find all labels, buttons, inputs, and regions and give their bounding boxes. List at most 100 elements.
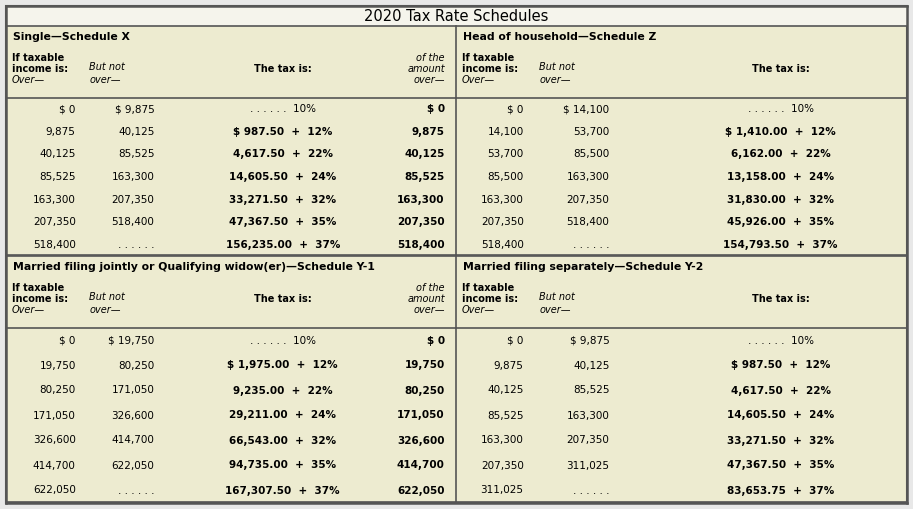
Text: 45,926.00  +  35%: 45,926.00 + 35%	[728, 217, 834, 227]
Text: of the: of the	[416, 53, 445, 63]
Text: over—: over—	[89, 75, 121, 85]
Text: 154,793.50  +  37%: 154,793.50 + 37%	[723, 240, 838, 250]
Text: 40,125: 40,125	[573, 360, 609, 371]
Text: Head of household—Schedule Z: Head of household—Schedule Z	[463, 32, 656, 42]
Text: . . . . . .: . . . . . .	[118, 486, 154, 495]
Text: 19,750: 19,750	[39, 360, 76, 371]
Text: 622,050: 622,050	[33, 486, 76, 495]
Text: 4,617.50  +  22%: 4,617.50 + 22%	[730, 385, 831, 395]
Text: 80,250: 80,250	[404, 385, 445, 395]
Text: amount: amount	[407, 64, 445, 74]
Text: If taxable: If taxable	[12, 283, 64, 293]
Text: $ 1,410.00  +  12%: $ 1,410.00 + 12%	[725, 127, 836, 137]
Text: income is:: income is:	[12, 294, 68, 304]
Text: 83,653.75  +  37%: 83,653.75 + 37%	[727, 486, 834, 495]
Text: over—: over—	[540, 75, 571, 85]
Text: 311,025: 311,025	[480, 486, 524, 495]
Text: 40,125: 40,125	[404, 150, 445, 159]
Text: 85,500: 85,500	[488, 172, 524, 182]
Text: 94,735.00  +  35%: 94,735.00 + 35%	[229, 461, 336, 470]
Text: But not: But not	[540, 292, 575, 302]
Text: 163,300: 163,300	[566, 172, 609, 182]
Text: But not: But not	[89, 292, 125, 302]
Text: 518,400: 518,400	[481, 240, 524, 250]
Text: Over—: Over—	[462, 75, 495, 85]
Text: If taxable: If taxable	[462, 283, 514, 293]
Text: Married filing jointly or Qualifying widow(er)—Schedule Y-1: Married filing jointly or Qualifying wid…	[13, 262, 375, 272]
Text: over—: over—	[414, 305, 445, 315]
Text: income is:: income is:	[462, 64, 518, 74]
Text: 326,600: 326,600	[397, 436, 445, 445]
Text: The tax is:: The tax is:	[254, 64, 311, 74]
Text: The tax is:: The tax is:	[751, 294, 810, 304]
Text: over—: over—	[89, 305, 121, 315]
Text: 80,250: 80,250	[39, 385, 76, 395]
Text: . . . . . .: . . . . . .	[572, 240, 609, 250]
Text: . . . . . .  10%: . . . . . . 10%	[250, 104, 316, 115]
Text: $ 1,975.00  +  12%: $ 1,975.00 + 12%	[227, 360, 338, 371]
Text: 171,050: 171,050	[111, 385, 154, 395]
Text: 53,700: 53,700	[573, 127, 609, 137]
Text: 326,600: 326,600	[111, 410, 154, 420]
Text: 19,750: 19,750	[404, 360, 445, 371]
Text: 518,400: 518,400	[566, 217, 609, 227]
Text: 622,050: 622,050	[111, 461, 154, 470]
Text: 66,543.00  +  32%: 66,543.00 + 32%	[229, 436, 336, 445]
Text: 14,605.50  +  24%: 14,605.50 + 24%	[229, 172, 336, 182]
Text: 171,050: 171,050	[397, 410, 445, 420]
Text: 518,400: 518,400	[397, 240, 445, 250]
Text: 85,525: 85,525	[404, 172, 445, 182]
Text: 33,271.50  +  32%: 33,271.50 + 32%	[229, 194, 336, 205]
Text: 518,400: 518,400	[111, 217, 154, 227]
Text: 31,830.00  +  32%: 31,830.00 + 32%	[728, 194, 834, 205]
Text: Married filing separately—Schedule Y-2: Married filing separately—Schedule Y-2	[463, 262, 703, 272]
Text: 207,350: 207,350	[397, 217, 445, 227]
Text: . . . . . .: . . . . . .	[572, 486, 609, 495]
Text: 326,600: 326,600	[33, 436, 76, 445]
Text: income is:: income is:	[462, 294, 518, 304]
Text: 29,211.00  +  24%: 29,211.00 + 24%	[229, 410, 336, 420]
Text: 171,050: 171,050	[33, 410, 76, 420]
Text: $ 9,875: $ 9,875	[115, 104, 154, 115]
Text: 163,300: 163,300	[481, 194, 524, 205]
Text: 13,158.00  +  24%: 13,158.00 + 24%	[727, 172, 834, 182]
Text: 14,605.50  +  24%: 14,605.50 + 24%	[727, 410, 834, 420]
Text: 40,125: 40,125	[488, 385, 524, 395]
Text: $ 0: $ 0	[59, 104, 76, 115]
Text: 80,250: 80,250	[119, 360, 154, 371]
Text: 2020 Tax Rate Schedules: 2020 Tax Rate Schedules	[363, 9, 548, 23]
Text: . . . . . .  10%: . . . . . . 10%	[748, 104, 813, 115]
Text: 9,235.00  +  22%: 9,235.00 + 22%	[233, 385, 332, 395]
Text: 9,875: 9,875	[46, 127, 76, 137]
Text: . . . . . .  10%: . . . . . . 10%	[748, 335, 813, 346]
Text: 414,700: 414,700	[33, 461, 76, 470]
Bar	[6, 6, 907, 26]
Text: Over—: Over—	[12, 305, 45, 315]
Text: $ 0: $ 0	[426, 104, 445, 115]
Text: 53,700: 53,700	[488, 150, 524, 159]
Text: 207,350: 207,350	[481, 217, 524, 227]
Text: 40,125: 40,125	[118, 127, 154, 137]
Text: 414,700: 414,700	[111, 436, 154, 445]
Text: $ 0: $ 0	[508, 104, 524, 115]
Text: 207,350: 207,350	[566, 436, 609, 445]
Text: If taxable: If taxable	[12, 53, 64, 63]
Text: of the: of the	[416, 283, 445, 293]
Text: The tax is:: The tax is:	[254, 294, 311, 304]
Text: 163,300: 163,300	[33, 194, 76, 205]
Text: 47,367.50  +  35%: 47,367.50 + 35%	[727, 461, 834, 470]
Text: income is:: income is:	[12, 64, 68, 74]
Text: 9,875: 9,875	[412, 127, 445, 137]
Text: $ 19,750: $ 19,750	[109, 335, 154, 346]
Text: 47,367.50  +  35%: 47,367.50 + 35%	[229, 217, 336, 227]
Text: 518,400: 518,400	[33, 240, 76, 250]
Text: $ 0: $ 0	[426, 335, 445, 346]
Text: 85,525: 85,525	[572, 385, 609, 395]
Text: 85,525: 85,525	[39, 172, 76, 182]
Text: Single—Schedule X: Single—Schedule X	[13, 32, 130, 42]
Text: 85,525: 85,525	[118, 150, 154, 159]
Text: $ 987.50  +  12%: $ 987.50 + 12%	[731, 360, 831, 371]
Text: amount: amount	[407, 294, 445, 304]
Text: 163,300: 163,300	[566, 410, 609, 420]
Text: 207,350: 207,350	[566, 194, 609, 205]
